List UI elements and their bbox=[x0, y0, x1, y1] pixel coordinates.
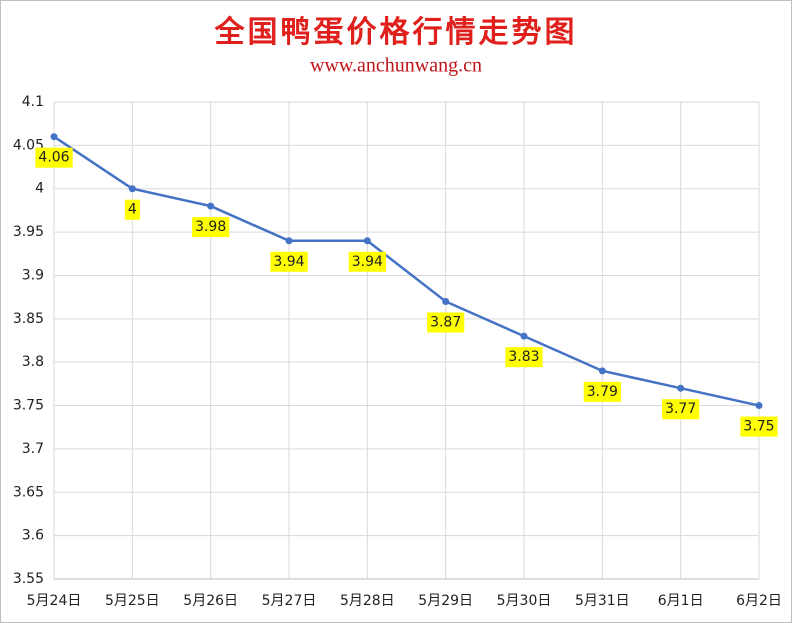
point bbox=[520, 332, 528, 340]
point bbox=[50, 133, 58, 141]
data-label-bg bbox=[505, 347, 543, 368]
data-label-bg bbox=[740, 416, 778, 437]
data-label-bg bbox=[427, 312, 465, 333]
data-label: 3.94 bbox=[352, 254, 383, 270]
y-tick-label: 3.85 bbox=[13, 311, 44, 327]
point bbox=[128, 185, 136, 193]
point bbox=[598, 367, 606, 375]
chart-title: 全国鸭蛋价格行情走势图 bbox=[214, 15, 578, 50]
point bbox=[285, 237, 293, 245]
data-label: 3.98 bbox=[195, 219, 226, 235]
data-label: 3.79 bbox=[587, 384, 618, 400]
y-tick-label: 3.55 bbox=[13, 571, 44, 587]
x-tick-label: 5月25日 bbox=[105, 593, 160, 609]
point bbox=[677, 384, 685, 392]
point bbox=[442, 297, 450, 305]
chart-subtitle: www.anchunwang.cn bbox=[310, 55, 482, 77]
y-tick-label: 3.9 bbox=[22, 267, 44, 283]
y-tick-label: 3.6 bbox=[22, 528, 44, 544]
y-tick-label: 3.75 bbox=[13, 398, 44, 414]
data-label-bg bbox=[348, 251, 387, 272]
x-tick-label: 5月24日 bbox=[27, 593, 82, 609]
y-tick-label: 3.95 bbox=[13, 224, 44, 240]
x-tick-label: 6月2日 bbox=[736, 593, 782, 609]
data-label-bg bbox=[124, 199, 140, 220]
x-tick-label: 5月27日 bbox=[262, 593, 317, 609]
data-label: 4.06 bbox=[38, 150, 69, 166]
point bbox=[363, 237, 371, 245]
data-label-bg bbox=[662, 399, 700, 420]
x-tick-label: 5月28日 bbox=[340, 593, 395, 609]
data-label-bg bbox=[192, 217, 230, 238]
x-tick-label: 5月31日 bbox=[575, 593, 630, 609]
y-tick-label: 3.7 bbox=[22, 441, 44, 457]
data-label-bg bbox=[583, 381, 621, 402]
data-label: 3.75 bbox=[743, 419, 774, 435]
x-tick-label: 5月30日 bbox=[497, 593, 552, 609]
y-tick-label: 3.8 bbox=[22, 354, 44, 370]
data-label: 3.94 bbox=[273, 254, 304, 270]
data-label-bg bbox=[270, 251, 308, 272]
data-label: 3.77 bbox=[665, 401, 696, 417]
data-label: 4 bbox=[128, 202, 137, 218]
point bbox=[207, 202, 215, 210]
x-tick-label: 6月1日 bbox=[658, 593, 704, 609]
y-tick-label: 4.1 bbox=[22, 94, 44, 110]
data-label: 3.83 bbox=[508, 349, 539, 365]
x-tick-label: 5月29日 bbox=[418, 593, 473, 609]
y-tick-label: 3.65 bbox=[13, 484, 44, 500]
point bbox=[755, 402, 763, 410]
data-label-bg bbox=[35, 147, 73, 168]
line bbox=[53, 135, 760, 407]
y-tick-label: 4 bbox=[35, 181, 44, 197]
data-label: 3.87 bbox=[430, 314, 461, 330]
x-tick-label: 5月26日 bbox=[183, 593, 238, 609]
